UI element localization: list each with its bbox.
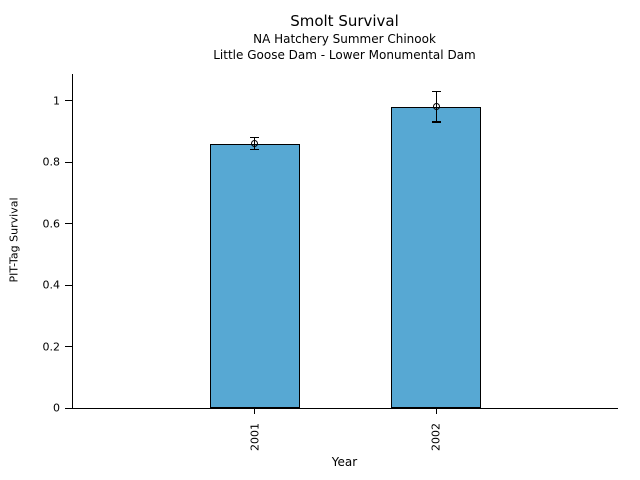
x-tick xyxy=(254,408,256,414)
error-bar-cap-bottom xyxy=(431,121,441,123)
y-tick-label: 0.4 xyxy=(42,278,61,292)
y-tick xyxy=(65,346,72,347)
y-tick-label: 0.6 xyxy=(42,217,61,230)
y-tick-label: 0 xyxy=(53,401,60,415)
y-tick xyxy=(65,100,72,101)
y-tick xyxy=(65,284,72,286)
x-tick-label: 2002 xyxy=(429,423,443,451)
y-tick xyxy=(65,161,72,163)
error-marker xyxy=(251,140,259,148)
chart-subtitle-line1: NA Hatchery Summer Chinook xyxy=(253,32,436,46)
error-marker xyxy=(432,103,440,111)
error-bar-cap-top xyxy=(250,136,260,139)
bar-2001 xyxy=(209,143,300,408)
chart-subtitle-line2: Little Goose Dam - Lower Monumental Dam xyxy=(213,48,476,62)
y-tick-label: 0.8 xyxy=(42,155,61,169)
chart-title: Smolt Survival xyxy=(290,12,399,30)
y-tick xyxy=(65,407,72,409)
error-bar-cap-bottom xyxy=(250,148,260,151)
x-tick-label: 2001 xyxy=(248,423,262,451)
y-axis-label: PIT-Tag Survival xyxy=(7,197,21,283)
x-axis-label: Year xyxy=(331,455,358,469)
y-tick-label: 1 xyxy=(53,94,60,107)
x-tick xyxy=(435,408,437,414)
bar-2002 xyxy=(391,106,482,408)
y-tick xyxy=(65,223,72,224)
y-tick-label: 0.2 xyxy=(42,340,61,353)
plot-area: 0 0.2 0.4 0.6 0.8 1 2001 2002 xyxy=(43,74,618,451)
error-bar-cap-top xyxy=(431,90,441,93)
